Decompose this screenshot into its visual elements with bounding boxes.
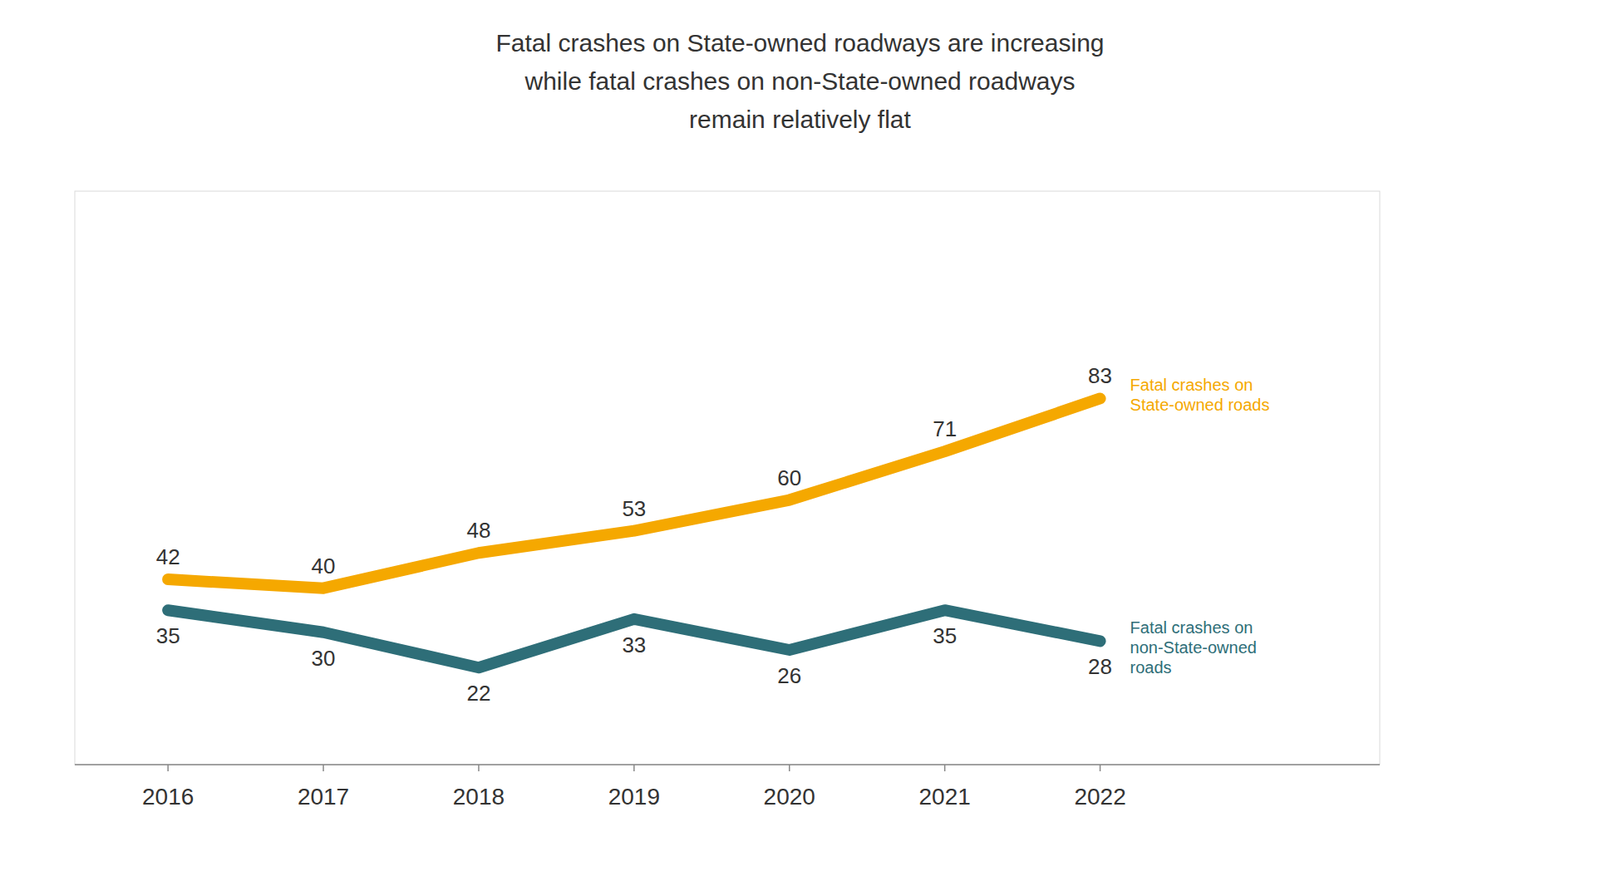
chart: Fatal crashes on State-owned roadways ar… [0, 0, 1600, 881]
x-tick-label: 2017 [297, 783, 350, 810]
data-label: 40 [311, 553, 336, 579]
x-tick [1099, 764, 1102, 772]
data-label: 28 [1088, 654, 1113, 680]
series-line [167, 398, 1100, 588]
x-tick-label: 2016 [142, 783, 194, 810]
data-label: 42 [156, 544, 181, 570]
series-label: Fatal crashes onnon-State-ownedroads [1130, 618, 1257, 677]
data-label: 71 [932, 416, 957, 442]
x-tick-label: 2021 [919, 783, 971, 810]
data-label: 53 [621, 496, 646, 522]
data-label: 33 [621, 632, 646, 658]
data-label: 60 [777, 465, 802, 491]
data-label: 48 [466, 517, 491, 543]
x-tick [633, 764, 636, 772]
title: Fatal crashes on State-owned roadways ar… [495, 29, 1104, 133]
data-label: 35 [932, 623, 957, 649]
x-tick-label: 2022 [1073, 783, 1126, 810]
x-tick [167, 764, 169, 772]
x-tick-label: 2020 [763, 783, 816, 810]
data-label: 83 [1088, 363, 1113, 389]
plot-frame [74, 191, 1380, 765]
data-label: 22 [466, 680, 491, 706]
x-tick-label: 2019 [608, 783, 660, 810]
x-tick-label: 2018 [452, 783, 505, 810]
x-tick [944, 764, 946, 772]
data-label: 35 [156, 623, 181, 649]
series-label: Fatal crashes onState-owned roads [1130, 375, 1271, 414]
labels: 42 40 48 53 60 71 83 Fatal crashes onState-owne… [156, 363, 1271, 706]
x-tick [477, 764, 480, 772]
data-label: 30 [311, 645, 336, 671]
series-line [167, 610, 1100, 668]
lines [167, 398, 1100, 668]
x-tick [788, 764, 791, 772]
x-axis-line [74, 763, 1380, 766]
data-label: 26 [777, 663, 802, 689]
x-tick [322, 764, 325, 772]
